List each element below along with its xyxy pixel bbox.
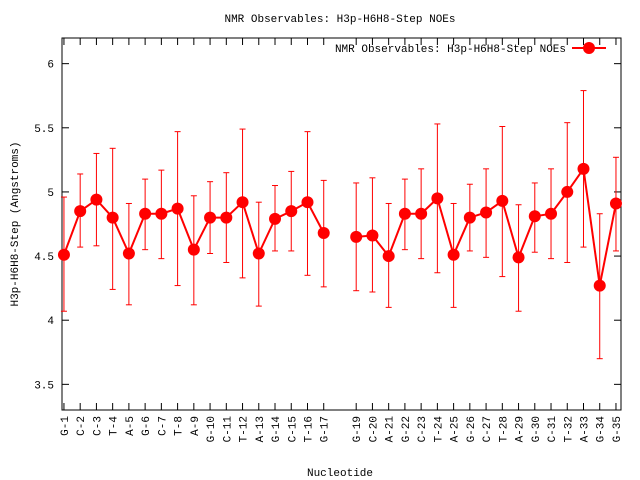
series-line-segment bbox=[127, 213, 147, 254]
series-line-segment bbox=[257, 218, 276, 254]
data-point bbox=[382, 250, 395, 263]
series-line-segment bbox=[452, 217, 471, 256]
chart-title: NMR Observables: H3p-H6H8-Step NOEs bbox=[224, 14, 455, 26]
x-tick-label: A-25 bbox=[450, 416, 462, 442]
data-point bbox=[496, 194, 509, 207]
x-tick-label: C-15 bbox=[287, 416, 299, 442]
x-tick-label: T-24 bbox=[433, 416, 445, 443]
series-line-segment bbox=[241, 201, 260, 254]
x-tick-label: A-13 bbox=[255, 416, 267, 442]
data-point bbox=[528, 210, 541, 223]
legend: NMR Observables: H3p-H6H8-Step NOEs bbox=[335, 42, 606, 56]
data-point bbox=[90, 193, 103, 206]
data-point bbox=[593, 279, 606, 292]
data-point bbox=[415, 207, 428, 220]
x-tick-label: G-10 bbox=[206, 416, 218, 442]
x-tick-label: C-2 bbox=[76, 416, 88, 436]
data-point bbox=[545, 207, 558, 220]
series-line-segment bbox=[436, 198, 455, 256]
legend-label: NMR Observables: H3p-H6H8-Step NOEs bbox=[335, 44, 566, 56]
x-tick-label: T-16 bbox=[303, 416, 315, 442]
data-point bbox=[463, 211, 476, 224]
data-point bbox=[366, 229, 379, 242]
x-tick-label: G-34 bbox=[596, 416, 608, 443]
data-point bbox=[74, 205, 87, 218]
x-tick-label: T-28 bbox=[498, 416, 510, 442]
data-point bbox=[301, 196, 314, 209]
x-tick-label: A-29 bbox=[515, 416, 527, 442]
data-point bbox=[204, 211, 217, 224]
data-point bbox=[512, 251, 525, 264]
y-tick-label: 6 bbox=[47, 60, 54, 72]
y-axis-label: H3p-H6H8-Step (Angstroms) bbox=[10, 141, 22, 306]
data-point bbox=[431, 192, 444, 205]
x-tick-label: G-22 bbox=[401, 416, 413, 442]
x-tick-label: G-30 bbox=[531, 416, 543, 442]
data-point bbox=[269, 212, 282, 225]
series-line-segment bbox=[387, 213, 406, 257]
data-point bbox=[577, 162, 590, 175]
data-point bbox=[561, 185, 574, 198]
data-point bbox=[122, 247, 135, 260]
series-line-segment bbox=[111, 217, 130, 254]
data-point bbox=[236, 196, 249, 209]
x-tick-label: T-4 bbox=[109, 416, 121, 436]
x-tick-label: G-1 bbox=[60, 416, 72, 436]
data-point bbox=[398, 207, 411, 220]
x-tick-label: G-26 bbox=[466, 416, 478, 442]
x-tick-label: C-31 bbox=[547, 416, 559, 443]
y-axis: 3.5 4 4.5 5 5.5 6 bbox=[34, 60, 621, 392]
x-tick-label: T-8 bbox=[174, 416, 186, 436]
x-tick-label: C-3 bbox=[92, 416, 104, 436]
data-point bbox=[609, 197, 622, 210]
series-group bbox=[57, 90, 622, 360]
data-point bbox=[106, 211, 119, 224]
x-tick-label: C-27 bbox=[482, 416, 494, 442]
x-tick-label: A-33 bbox=[579, 416, 591, 442]
data-point bbox=[57, 248, 70, 261]
series-line-segment bbox=[598, 203, 617, 286]
series-line-segment bbox=[176, 208, 195, 251]
x-tick-label: C-23 bbox=[417, 416, 429, 442]
x-tick-label: G-19 bbox=[352, 416, 364, 442]
data-point bbox=[350, 230, 363, 243]
x-tick-label: T-32 bbox=[563, 416, 575, 442]
x-tick-label: A-5 bbox=[125, 416, 137, 436]
x-tick-label: A-21 bbox=[385, 416, 397, 443]
x-axis-label: Nucleotide bbox=[307, 468, 373, 480]
x-tick-label: G-35 bbox=[612, 416, 624, 442]
data-point bbox=[447, 248, 460, 261]
plot-frame bbox=[61, 37, 622, 411]
x-axis: G-1 C-2 C-3 T-4 A-5 G-6 C-7 T-8 A-9 G-10 C-11 T-12 A… bbox=[60, 38, 624, 442]
x-tick-label: G-17 bbox=[320, 416, 332, 442]
data-point bbox=[480, 206, 493, 219]
data-point bbox=[171, 202, 184, 215]
data-point bbox=[317, 226, 330, 239]
y-tick-label: 4 bbox=[47, 316, 54, 328]
x-tick-label: G-14 bbox=[271, 416, 283, 443]
data-point bbox=[220, 211, 233, 224]
legend-marker bbox=[583, 42, 595, 54]
data-point bbox=[155, 207, 168, 220]
y-tick-label: 4.5 bbox=[34, 252, 54, 264]
data-point bbox=[252, 247, 265, 260]
series-line-segment bbox=[63, 210, 82, 256]
data-point bbox=[139, 207, 152, 220]
y-tick-label: 5.5 bbox=[34, 124, 54, 136]
x-tick-label: C-20 bbox=[368, 416, 380, 442]
series-line-segment bbox=[517, 215, 536, 258]
x-tick-label: T-12 bbox=[239, 416, 251, 442]
y-tick-label: 3.5 bbox=[34, 380, 54, 392]
x-tick-label: A-9 bbox=[190, 416, 202, 436]
y-tick-label: 5 bbox=[47, 188, 54, 200]
data-point bbox=[187, 243, 200, 256]
x-tick-label: C-7 bbox=[157, 416, 169, 436]
data-point bbox=[285, 205, 298, 218]
x-tick-label: C-11 bbox=[222, 416, 234, 443]
series-line-segment bbox=[501, 200, 520, 258]
series-line-segment bbox=[582, 168, 601, 286]
x-tick-label: G-6 bbox=[141, 416, 153, 436]
